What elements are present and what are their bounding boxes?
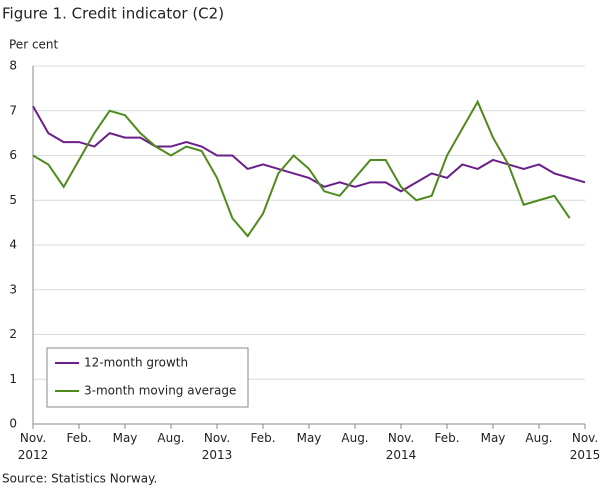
y-tick-label: 3 [9, 282, 17, 296]
chart-title: Figure 1. Credit indicator (C2) [2, 5, 224, 23]
y-tick-label: 5 [9, 193, 17, 207]
legend-box [46, 347, 249, 408]
x-tick-label: Feb. [250, 431, 276, 445]
x-tick-label: May [112, 431, 138, 445]
legend-label: 3-month moving average [84, 384, 236, 398]
x-tick-label: Feb. [66, 431, 92, 445]
x-tick-label: Nov. 2013 [201, 431, 233, 462]
y-tick-label: 7 [9, 103, 17, 117]
x-tick-label: Nov. 2015 [569, 431, 601, 462]
legend-label: 12-month growth [84, 356, 188, 370]
y-tick-label: 6 [9, 148, 17, 162]
x-tick-label: Feb. [434, 431, 460, 445]
x-tick-label: Aug. [341, 431, 369, 445]
y-axis-label: Per cent [9, 38, 59, 52]
y-tick-label: 8 [9, 59, 17, 73]
y-tick-label: 0 [9, 417, 17, 431]
y-tick-label: 2 [9, 327, 17, 341]
line-series [32, 99, 571, 238]
x-tick-label: May [296, 431, 322, 445]
y-tick-label: 4 [9, 238, 17, 252]
x-tick-label: Nov. 2012 [17, 431, 49, 462]
line-series [32, 105, 586, 193]
x-tick-label: Aug. [525, 431, 553, 445]
y-tick-label: 1 [9, 372, 17, 386]
x-tick-label: May [480, 431, 506, 445]
source: Source: Statistics Norway. [2, 472, 157, 486]
x-tick-label: Nov. 2014 [385, 431, 417, 462]
x-tick-label: Aug. [157, 431, 185, 445]
